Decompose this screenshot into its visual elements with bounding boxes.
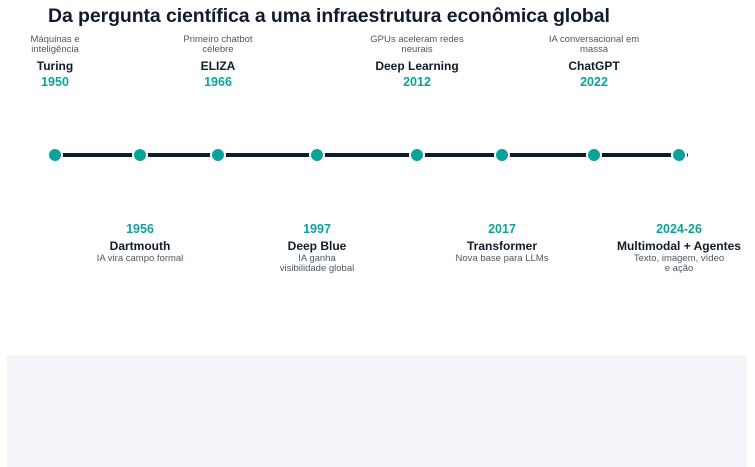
- footer-panel: [7, 355, 747, 467]
- event-year: 1956: [126, 222, 154, 236]
- timeline-title: Da pergunta científica a uma infraestrut…: [48, 5, 610, 27]
- event-name: Turing: [36, 59, 74, 73]
- event-year: 1966: [204, 75, 232, 89]
- timeline-dot-dartmouth: [132, 147, 148, 163]
- timeline-dot-chatgpt: [586, 147, 602, 163]
- event-description: IA conversacional em massa: [548, 34, 640, 55]
- timeline-dot-turing: [47, 147, 63, 163]
- timeline-dot-deep-learning: [409, 147, 425, 163]
- event-eliza: Primeiro chatbot célebre ELIZA 1966: [143, 35, 293, 90]
- event-name: Transformer: [466, 239, 538, 253]
- event-name: Multimodal + Agentes: [617, 239, 741, 253]
- event-description: GPUs aceleram redes neurais: [370, 34, 464, 55]
- event-year: 1950: [41, 75, 69, 89]
- event-year: 2012: [403, 75, 431, 89]
- event-year: 1997: [303, 222, 331, 236]
- event-transformer: 2017 Transformer Nova base para LLMs: [427, 222, 577, 264]
- event-turing: Máquinas e inteligência Turing 1950: [0, 35, 130, 90]
- event-name: ELIZA: [200, 59, 236, 73]
- event-description: Máquinas e inteligência: [30, 34, 80, 55]
- event-deep-blue: 1997 Deep Blue IA ganha visibilidade glo…: [242, 222, 392, 274]
- event-name: Deep Learning: [375, 59, 459, 73]
- event-description: Nova base para LLMs: [455, 253, 549, 264]
- event-name: Deep Blue: [287, 239, 347, 253]
- timeline-dot-deep-blue: [309, 147, 325, 163]
- event-description: Texto, imagem, vídeo e ação: [633, 253, 725, 274]
- event-year: 2024-26: [656, 222, 702, 236]
- event-multimodal: 2024-26 Multimodal + Agentes Texto, imag…: [609, 222, 749, 274]
- timeline-dot-transformer: [494, 147, 510, 163]
- event-year: 2022: [580, 75, 608, 89]
- event-description: IA vira campo formal: [96, 253, 184, 264]
- event-chatgpt: IA conversacional em massa ChatGPT 2022: [519, 35, 669, 90]
- event-description: IA ganha visibilidade global: [279, 253, 355, 274]
- event-deep-learning: GPUs aceleram redes neurais Deep Learnin…: [342, 35, 492, 90]
- event-description: Primeiro chatbot célebre: [183, 34, 253, 55]
- event-name: Dartmouth: [109, 239, 171, 253]
- timeline-axis: [47, 153, 688, 157]
- event-dartmouth: 1956 Dartmouth IA vira campo formal: [65, 222, 215, 264]
- timeline-dot-multimodal: [671, 147, 687, 163]
- event-year: 2017: [488, 222, 516, 236]
- timeline-dot-eliza: [210, 147, 226, 163]
- event-name: ChatGPT: [568, 59, 620, 73]
